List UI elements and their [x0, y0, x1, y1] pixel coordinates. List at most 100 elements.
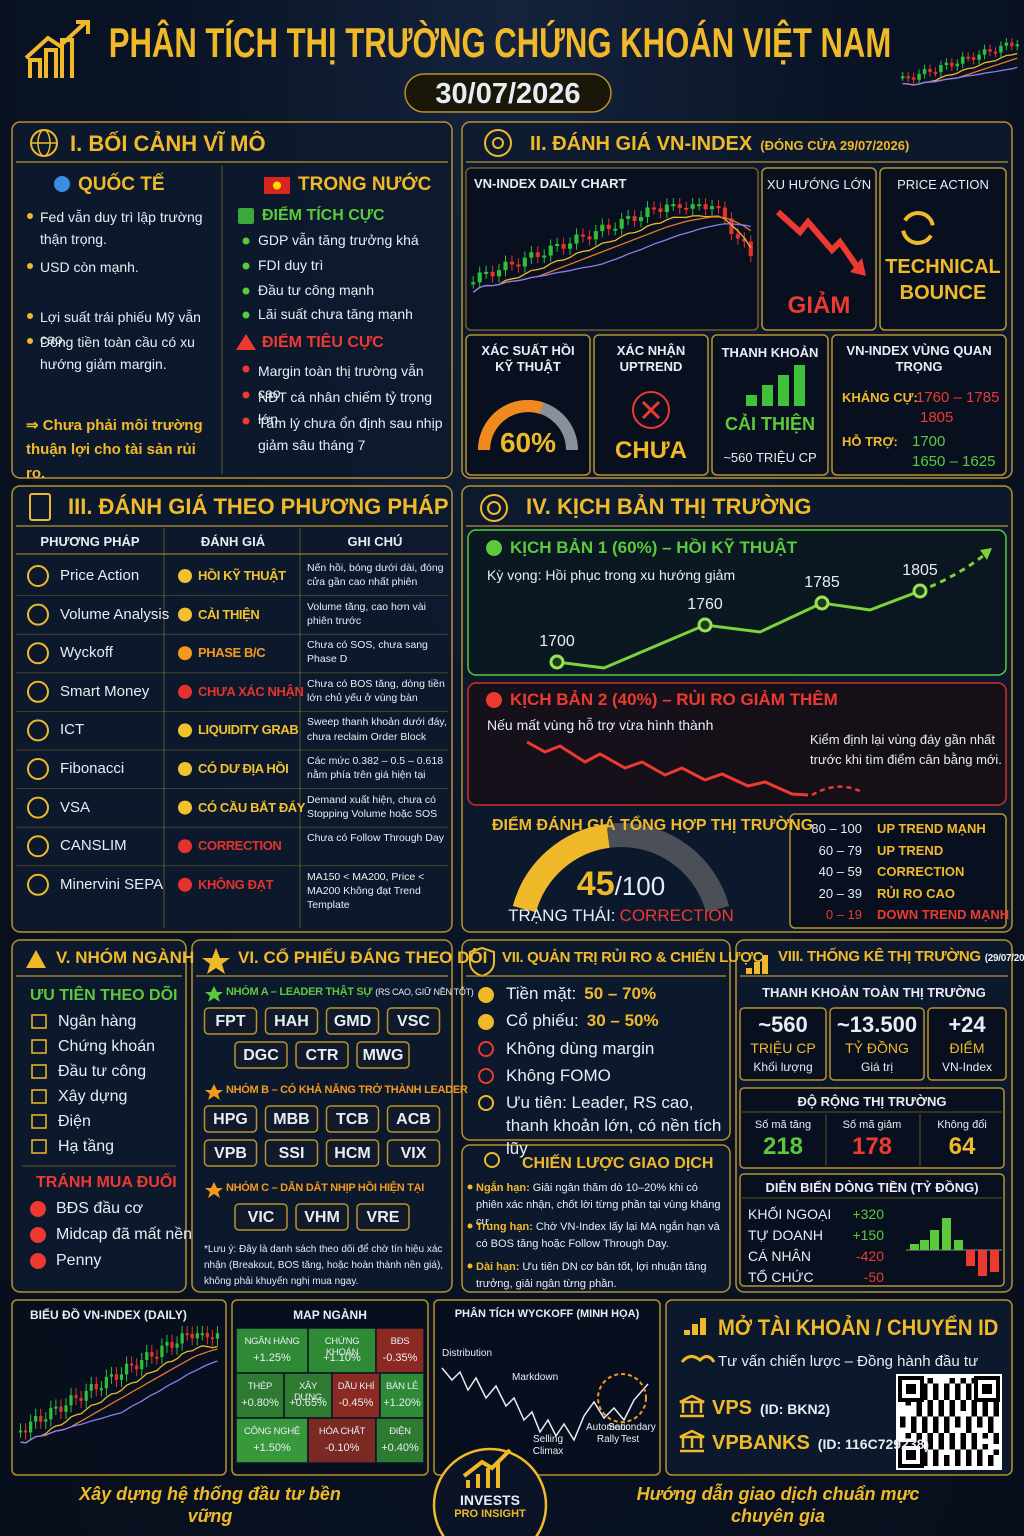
down-arrow [775, 209, 861, 270]
text-row: VIII. THỐNG KÊ THỊ TRƯỜNG(29/07/2026) [778, 948, 1024, 966]
ticker: VSC [397, 1013, 430, 1030]
heatmap-cell [235, 1327, 309, 1374]
text: 0 – 19 [825, 907, 862, 922]
qr-module [993, 1400, 999, 1406]
candle [944, 62, 949, 66]
date-pill [404, 73, 612, 113]
trend-box [761, 167, 877, 331]
scenario-line [526, 740, 809, 797]
qr-module [988, 1427, 994, 1433]
qr-module [966, 1383, 972, 1389]
bar-icon [746, 395, 757, 406]
stat-box [829, 1007, 925, 1081]
text: CHƯA [615, 437, 687, 464]
qr-module [944, 1422, 950, 1428]
broker-id: (ID: 116C729238) [817, 1436, 930, 1452]
candle [735, 233, 740, 239]
text: ĐIỂM ĐÁNH GIÁ TỔNG HỢP THỊ TRƯỜNG [492, 817, 814, 834]
bullet [467, 1263, 473, 1269]
candle [993, 51, 998, 54]
qr-module [971, 1433, 977, 1439]
scenario-point [912, 583, 928, 599]
chart-box [465, 167, 759, 331]
method-name: Price Action [60, 567, 140, 584]
ticker-box [356, 1203, 410, 1231]
breadth-value: 64 [948, 1133, 976, 1160]
ticker-box [203, 1007, 258, 1035]
text: CORRECTION [877, 864, 965, 879]
candle [567, 243, 573, 249]
text: TỶ ĐỒNG [845, 1040, 909, 1056]
candle [613, 228, 618, 231]
text: TRONG NƯỚC [298, 174, 432, 195]
candle [748, 241, 753, 256]
icon [487, 501, 501, 515]
list-item: Fed vẫn duy trì lập trường thận trọng. [40, 209, 203, 248]
qr-module [938, 1411, 944, 1417]
bar-icon [700, 1318, 706, 1335]
sector-change: +0.40% [381, 1442, 419, 1454]
qr-module [993, 1411, 999, 1417]
ticker-box [234, 1203, 288, 1231]
text: Xây dựng [58, 1088, 128, 1105]
qr-module [927, 1444, 933, 1450]
point-label: 1760 [687, 596, 723, 613]
text: KỊCH BẢN 1 (60%) – HỒI KỸ THUẬT [510, 538, 798, 557]
candle [1015, 44, 1020, 47]
wyckoff-label: Secondary Test [608, 1422, 656, 1445]
bullet [178, 800, 192, 815]
icon [484, 129, 512, 157]
ticker: VIC [247, 1209, 275, 1226]
qr-module [922, 1383, 928, 1389]
uptrend-box [593, 334, 709, 476]
text: Kỳ vọng: Hồi phục trong xu hướng giảm [487, 567, 736, 583]
page-title: PHÂN TÍCH THỊ TRƯỜNG CHỨNG KHOÁN VIỆT NA… [108, 19, 892, 66]
qr-module [982, 1400, 988, 1406]
sector-change: -0.35% [382, 1352, 418, 1364]
heatmap-cell [235, 1372, 285, 1419]
qr-module [971, 1405, 977, 1411]
candle [574, 234, 579, 244]
ticker-box [325, 1105, 380, 1133]
bullet [27, 338, 33, 344]
ticker: VRE [366, 1209, 400, 1226]
candle [600, 224, 605, 232]
candle [64, 1405, 68, 1412]
qr-module [993, 1438, 999, 1444]
qr-module [938, 1444, 944, 1450]
bullet [242, 287, 250, 295]
note: Nến hồi, bóng dưới dài, đóng cửa gần cao… [307, 562, 444, 589]
text: ƯU TIÊN THEO DÕI [30, 987, 178, 1004]
qr-module [900, 1416, 906, 1422]
logo-text: INVESTS [460, 1492, 520, 1508]
candle [39, 1416, 43, 1422]
section-title: III. ĐÁNH GIÁ THEO PHƯƠNG PHÁP [68, 494, 449, 519]
text: 60 – 79 [818, 842, 862, 858]
qr-module [977, 1460, 983, 1466]
ticker-box [325, 1139, 380, 1167]
text: CẢI THIỆN [725, 414, 815, 434]
candle [165, 1341, 169, 1346]
wyckoff-label: Markdown [512, 1372, 559, 1383]
qr-module [933, 1422, 939, 1428]
group-title: NHÓM A – LEADER THẬT SỰ [226, 986, 373, 998]
candle [955, 63, 960, 67]
heatmap-cell [307, 1417, 377, 1464]
section-title: II. ĐÁNH GIÁ VN-INDEX [530, 133, 753, 155]
scenario-1-box [467, 529, 1007, 676]
ticker: MBB [273, 1111, 310, 1128]
rating: HỒI KỸ THUẬT [198, 568, 286, 583]
flow-bar [990, 1250, 999, 1272]
icon [31, 1114, 47, 1129]
candle [1010, 42, 1014, 47]
strategy-text: Giải ngân thăm dò 10–20% khi có phiên xá… [476, 1182, 721, 1229]
qr-module [955, 1389, 961, 1395]
sector-name: HÓA CHẤT [318, 1426, 366, 1437]
moving-average [20, 1360, 218, 1444]
candle [522, 257, 527, 267]
status: CORRECTION [619, 906, 734, 925]
bullet [242, 391, 250, 399]
qr-module [933, 1460, 939, 1466]
text: ĐỘ RỘNG THỊ TRƯỜNG [797, 1094, 947, 1109]
